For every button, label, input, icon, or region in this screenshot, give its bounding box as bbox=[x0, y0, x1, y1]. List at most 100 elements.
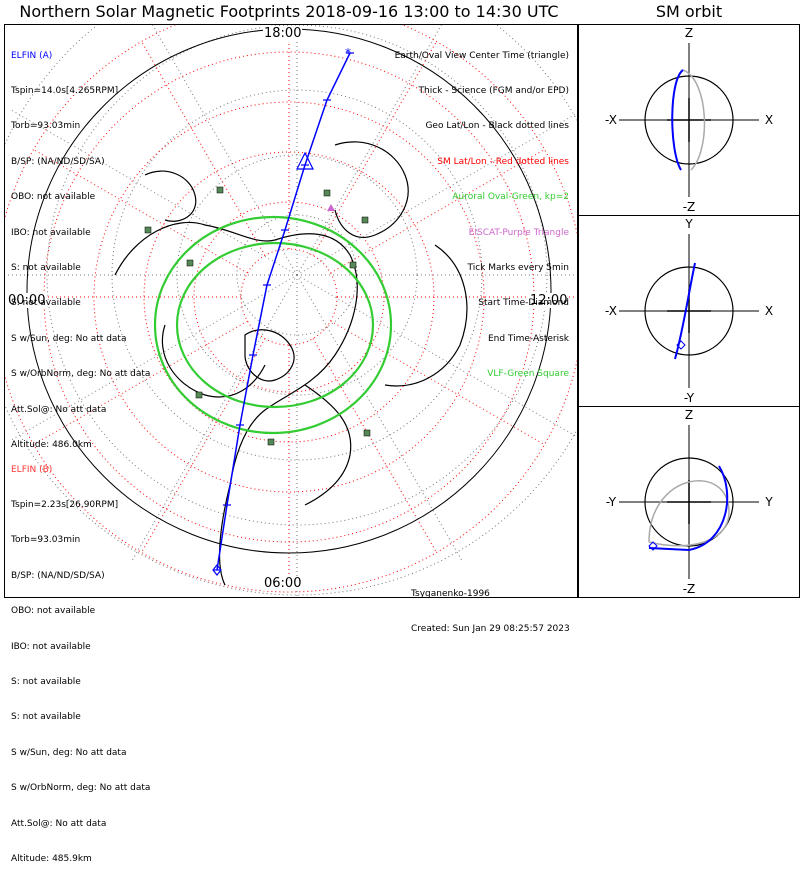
legend-item: Auroral Oval-Green, kp=2 bbox=[452, 192, 569, 203]
credit-created: Created: Sun Jan 29 08:25:57 2023 bbox=[411, 623, 570, 634]
eiscat-triangle bbox=[327, 204, 335, 211]
orbit-trace-blue bbox=[671, 69, 684, 171]
credits: Tsyganenko-1996 Created: Sun Jan 29 08:2… bbox=[411, 565, 570, 659]
elfin-a-line: S: not available bbox=[11, 298, 81, 309]
elfin-b-line: Torb=93.03min bbox=[11, 535, 81, 546]
sm-lat-circle bbox=[93, 101, 485, 493]
elfin-a-name: ELFIN (A) bbox=[11, 50, 53, 61]
orbit-label-bottom: -Z bbox=[683, 200, 696, 214]
geo-lon-line bbox=[296, 274, 577, 438]
geo-lon-line bbox=[296, 112, 577, 276]
orbit-start-diamond bbox=[676, 340, 686, 350]
geo-lon-line bbox=[10, 109, 298, 276]
vlf-station-square bbox=[144, 226, 152, 234]
coastline bbox=[144, 170, 197, 222]
sm-orbit-title: SM orbit bbox=[655, 2, 723, 21]
elfin-b-info: ELFIN (B) Tspin=2.23s[26.90RPM] Torb=93.… bbox=[11, 441, 150, 889]
time-label-left: 00:00 bbox=[7, 293, 47, 308]
elfin-a-line: Tspin=14.0s[4.265RPM] bbox=[11, 85, 119, 96]
orbit-label-left: -Y bbox=[606, 495, 617, 509]
end-time-asterisk: * bbox=[345, 46, 351, 60]
credit-model: Tsyganenko-1996 bbox=[411, 588, 490, 599]
orbit-plot-xz: -X X Z -Z bbox=[605, 26, 773, 214]
legend-item: End Time-Asterisk bbox=[487, 333, 569, 344]
elfin-a-info: ELFIN (A) Tspin=14.0s[4.265RPM] Torb=93.… bbox=[11, 27, 150, 475]
time-label-right: 12:00 bbox=[529, 293, 569, 308]
time-label-top: 18:00 bbox=[263, 26, 303, 41]
orbit-label-top: Y bbox=[684, 217, 693, 231]
elfin-a-line: S w/OrbNorm, deg: No att data bbox=[11, 369, 151, 380]
orbit-trace-grey bbox=[682, 69, 706, 171]
orbit-panel-xy: -X X Y -Y bbox=[578, 215, 800, 407]
auroral-oval-outer bbox=[153, 215, 393, 435]
elfin-b-line: Att.Sol@: No att data bbox=[11, 818, 107, 829]
legend-item: Earth/Oval View Center Time (triangle) bbox=[394, 50, 569, 61]
orbit-panel-yz: -Y Y Z -Z bbox=[578, 406, 800, 598]
footprint-map: * bbox=[5, 25, 577, 597]
footprint-map-panel: * 18:00 00:00 12:00 06:00 ELFIN (A) Tspi… bbox=[4, 24, 578, 864]
elfin-b-line: S: not available bbox=[11, 676, 81, 687]
orbit-label-bottom: -Z bbox=[683, 582, 696, 596]
orbit-label-top: Z bbox=[685, 26, 693, 40]
view-center-triangle bbox=[296, 151, 314, 170]
geo-lon-line bbox=[296, 25, 442, 276]
vlf-station-square bbox=[363, 429, 371, 437]
coastline bbox=[384, 244, 468, 387]
legend-item: EISCAT-Purple Triangle bbox=[468, 227, 569, 238]
elfin-b-line: S w/OrbNorm, deg: No att data bbox=[11, 783, 151, 794]
elfin-b-line: IBO: not available bbox=[11, 641, 91, 652]
elfin-a-line: Altitude: 486.0km bbox=[11, 439, 92, 450]
start-time-diamond bbox=[212, 564, 222, 576]
legend-item: Thick - Science (FGM and/or EPD) bbox=[418, 85, 569, 96]
coastline bbox=[304, 384, 352, 506]
orbit-start-diamond bbox=[648, 541, 658, 551]
orbit-panel-xz: -X X Z -Z bbox=[578, 24, 800, 216]
sm-lat-circle bbox=[193, 201, 385, 393]
elfin-b-line: Tspin=2.23s[26.90RPM] bbox=[11, 499, 119, 510]
orbit-trace-blue bbox=[648, 465, 729, 552]
orbit-label-right: Y bbox=[764, 495, 773, 509]
vlf-station-square bbox=[361, 216, 369, 224]
vlf-station-square bbox=[216, 186, 224, 194]
elfin-b-line: B/SP: (NA/ND/SD/SA) bbox=[11, 570, 105, 581]
elfin-a-line: Att.Sol@: No att data bbox=[11, 404, 107, 415]
vlf-station-square bbox=[186, 259, 194, 267]
orbit-plot-xy: -X X Y -Y bbox=[605, 217, 773, 405]
elfin-b-line: Altitude: 485.9km bbox=[11, 853, 92, 864]
elfin-a-line: OBO: not available bbox=[11, 192, 96, 203]
page-title: Northern Solar Magnetic Footprints 2018-… bbox=[19, 2, 559, 21]
orbit-trace-blue bbox=[674, 262, 696, 360]
orbit-earth-circle bbox=[644, 75, 734, 165]
coastline bbox=[161, 324, 266, 398]
geo-lon-line bbox=[152, 25, 298, 276]
sm-lon-line bbox=[141, 41, 266, 256]
elfin-a-line: B/SP: (NA/ND/SD/SA) bbox=[11, 156, 105, 167]
orbit-label-top: Z bbox=[685, 408, 693, 422]
sm-lon-line bbox=[141, 338, 266, 553]
legend-item: Tick Marks every 5min bbox=[467, 262, 569, 273]
auroral-oval-inner bbox=[175, 241, 375, 409]
orbit-earth-circle bbox=[644, 266, 734, 356]
legend: Earth/Oval View Center Time (triangle) T… bbox=[395, 27, 569, 405]
elfin-a-line: S: not available bbox=[11, 262, 81, 273]
geo-lat-circle bbox=[46, 25, 548, 526]
elfin-b-line: S: not available bbox=[11, 712, 81, 723]
orbit-label-left: -X bbox=[605, 304, 617, 318]
vlf-station-square bbox=[323, 189, 331, 197]
orbit-label-left: -X bbox=[605, 113, 617, 127]
time-label-bottom: 06:00 bbox=[263, 576, 303, 591]
geo-lon-line bbox=[10, 274, 298, 441]
elfin-a-line: IBO: not available bbox=[11, 227, 91, 238]
orbit-label-right: X bbox=[765, 113, 773, 127]
elfin-a-footprint-track bbox=[216, 52, 351, 571]
geo-lon-line bbox=[296, 274, 463, 562]
elfin-b-line: S w/Sun, deg: No att data bbox=[11, 747, 127, 758]
orbit-plot-yz: -Y Y Z -Z bbox=[606, 408, 773, 596]
vlf-station-square bbox=[267, 438, 275, 446]
legend-item: VLF-Green Square bbox=[487, 369, 569, 380]
legend-item: Geo Lat/Lon - Black dotted lines bbox=[425, 121, 569, 132]
orbit-label-right: X bbox=[765, 304, 773, 318]
coastline bbox=[334, 141, 409, 238]
vlf-station-square bbox=[195, 391, 203, 399]
legend-item: SM Lat/Lon - Red dotted lines bbox=[437, 156, 569, 167]
